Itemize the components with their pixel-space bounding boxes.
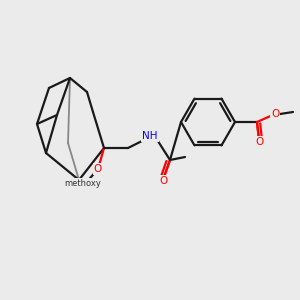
Text: NH: NH [142,131,158,141]
Text: O: O [271,109,279,119]
Text: O: O [160,176,168,186]
Text: O: O [256,137,264,147]
Text: O: O [94,164,102,174]
Text: methoxy: methoxy [64,178,101,188]
